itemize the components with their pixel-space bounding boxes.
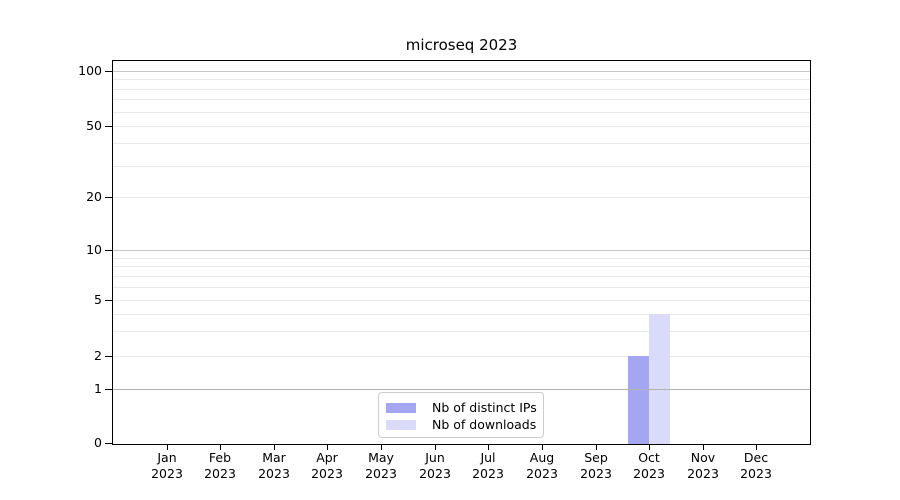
y-tick-mark <box>105 389 112 390</box>
minor-gridline <box>113 266 810 267</box>
y-tick-mark <box>105 126 112 127</box>
legend: Nb of distinct IPs Nb of downloads <box>378 392 544 438</box>
x-tick-label: Nov 2023 <box>687 450 719 481</box>
y-tick-label: 50 <box>86 118 102 133</box>
y-tick-mark <box>105 71 112 72</box>
minor-gridline <box>113 331 810 332</box>
x-tick-label: Jul 2023 <box>472 450 504 481</box>
x-tick-label: Sep 2023 <box>580 450 612 481</box>
bar <box>628 356 649 444</box>
y-tick-label: 20 <box>86 189 102 204</box>
y-tick-label: 0 <box>94 435 102 450</box>
y-tick-label: 100 <box>78 63 102 78</box>
x-tick-label: May 2023 <box>365 450 397 481</box>
legend-swatch-downloads <box>386 419 416 430</box>
x-tick-mark <box>596 445 597 450</box>
x-tick-mark <box>220 445 221 450</box>
x-tick-mark <box>381 445 382 450</box>
minor-gridline <box>113 143 810 144</box>
x-tick-mark <box>488 445 489 450</box>
legend-swatch-distinct-ips <box>386 402 416 413</box>
minor-gridline <box>113 276 810 277</box>
plot-area: Nb of distinct IPs Nb of downloads <box>112 60 811 445</box>
bars-layer <box>113 61 810 444</box>
y-tick-label: 2 <box>94 348 102 363</box>
x-tick-label: Feb 2023 <box>204 450 236 481</box>
major-gridline <box>113 71 810 72</box>
x-tick-label: Mar 2023 <box>258 450 290 481</box>
x-tick-mark <box>649 445 650 450</box>
x-tick-mark <box>703 445 704 450</box>
x-tick-label: Oct 2023 <box>633 450 665 481</box>
minor-gridline <box>113 287 810 288</box>
minor-gridline <box>113 356 810 357</box>
x-tick-label: Jan 2023 <box>151 450 183 481</box>
bar <box>649 313 670 444</box>
y-tick-mark <box>105 197 112 198</box>
strong-gridlines-layer <box>113 61 810 444</box>
y-tick-label: 1 <box>94 381 102 396</box>
x-tick-mark <box>274 445 275 450</box>
x-tick-mark <box>756 445 757 450</box>
minor-gridline <box>113 112 810 113</box>
major-gridline <box>113 389 810 390</box>
x-tick-mark <box>327 445 328 450</box>
legend-row-distinct-ips: Nb of distinct IPs <box>386 399 543 416</box>
legend-row-downloads: Nb of downloads <box>386 416 543 433</box>
x-tick-mark <box>435 445 436 450</box>
legend-label-distinct-ips: Nb of distinct IPs <box>432 400 537 415</box>
major-gridline <box>113 250 810 251</box>
y-tick-mark <box>105 443 112 444</box>
x-tick-label: Jun 2023 <box>419 450 451 481</box>
chart-title: microseq 2023 <box>405 36 518 54</box>
x-tick-mark <box>542 445 543 450</box>
legend-label-downloads: Nb of downloads <box>432 417 537 432</box>
y-tick-mark <box>105 300 112 301</box>
minor-gridline <box>113 258 810 259</box>
x-tick-label: Apr 2023 <box>311 450 343 481</box>
minor-gridline <box>113 99 810 100</box>
y-tick-mark <box>105 250 112 251</box>
y-tick-mark <box>105 356 112 357</box>
x-tick-label: Aug 2023 <box>526 450 558 481</box>
minor-gridline <box>113 197 810 198</box>
minor-gridline <box>113 79 810 80</box>
y-tick-label: 5 <box>94 292 102 307</box>
minor-gridline <box>113 300 810 301</box>
minor-gridline <box>113 89 810 90</box>
minor-gridline <box>113 166 810 167</box>
y-tick-label: 10 <box>86 242 102 257</box>
x-tick-label: Dec 2023 <box>740 450 772 481</box>
gridlines-layer <box>113 61 810 444</box>
x-tick-mark <box>167 445 168 450</box>
minor-gridline <box>113 314 810 315</box>
minor-gridline <box>113 126 810 127</box>
